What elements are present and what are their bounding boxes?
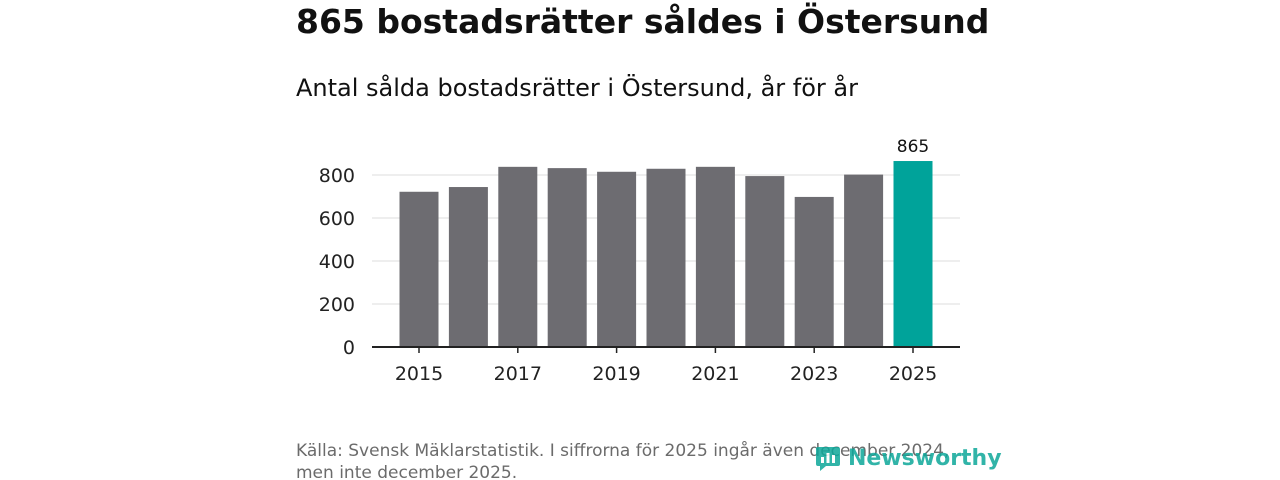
bar-2020: [646, 168, 686, 347]
bar-2022: [745, 176, 785, 347]
brand-name: Newsworthy: [848, 445, 1002, 471]
bar-2025: [893, 161, 933, 347]
bar-2024: [844, 174, 884, 347]
y-tick-label-400: 400: [319, 251, 355, 273]
bar-2023: [794, 196, 834, 347]
x-tick-label-2019: 2019: [592, 363, 640, 385]
data-label-2025: 865: [897, 137, 929, 157]
source-line-2: men inte december 2025.: [296, 463, 518, 480]
bar-2015: [399, 191, 439, 347]
x-tick-label-2015: 2015: [395, 363, 443, 385]
y-tick-label-0: 0: [343, 337, 355, 359]
y-tick-label-600: 600: [319, 208, 355, 230]
chart-subtitle: Antal sålda bostadsrätter i Östersund, å…: [296, 74, 858, 102]
brand-logo: Newsworthy: [814, 444, 1002, 472]
x-tick-label-2017: 2017: [494, 363, 542, 385]
bar-2021: [695, 166, 735, 347]
x-tick-label-2025: 2025: [889, 363, 937, 385]
bar-2018: [547, 168, 587, 347]
page-title: 865 bostadsrätter såldes i Östersund: [296, 2, 990, 41]
bar-2017: [498, 166, 538, 347]
source-note: Källa: Svensk Mäklarstatistik. I siffror…: [296, 440, 949, 480]
y-tick-label-800: 800: [319, 165, 355, 187]
x-tick-label-2021: 2021: [691, 363, 739, 385]
source-line-1: Källa: Svensk Mäklarstatistik. I siffror…: [296, 441, 950, 461]
bar-2016: [448, 187, 488, 347]
bar-2019: [597, 171, 637, 347]
newsworthy-logo-icon: [816, 447, 840, 471]
x-tick-label-2023: 2023: [790, 363, 838, 385]
y-tick-label-200: 200: [319, 294, 355, 316]
